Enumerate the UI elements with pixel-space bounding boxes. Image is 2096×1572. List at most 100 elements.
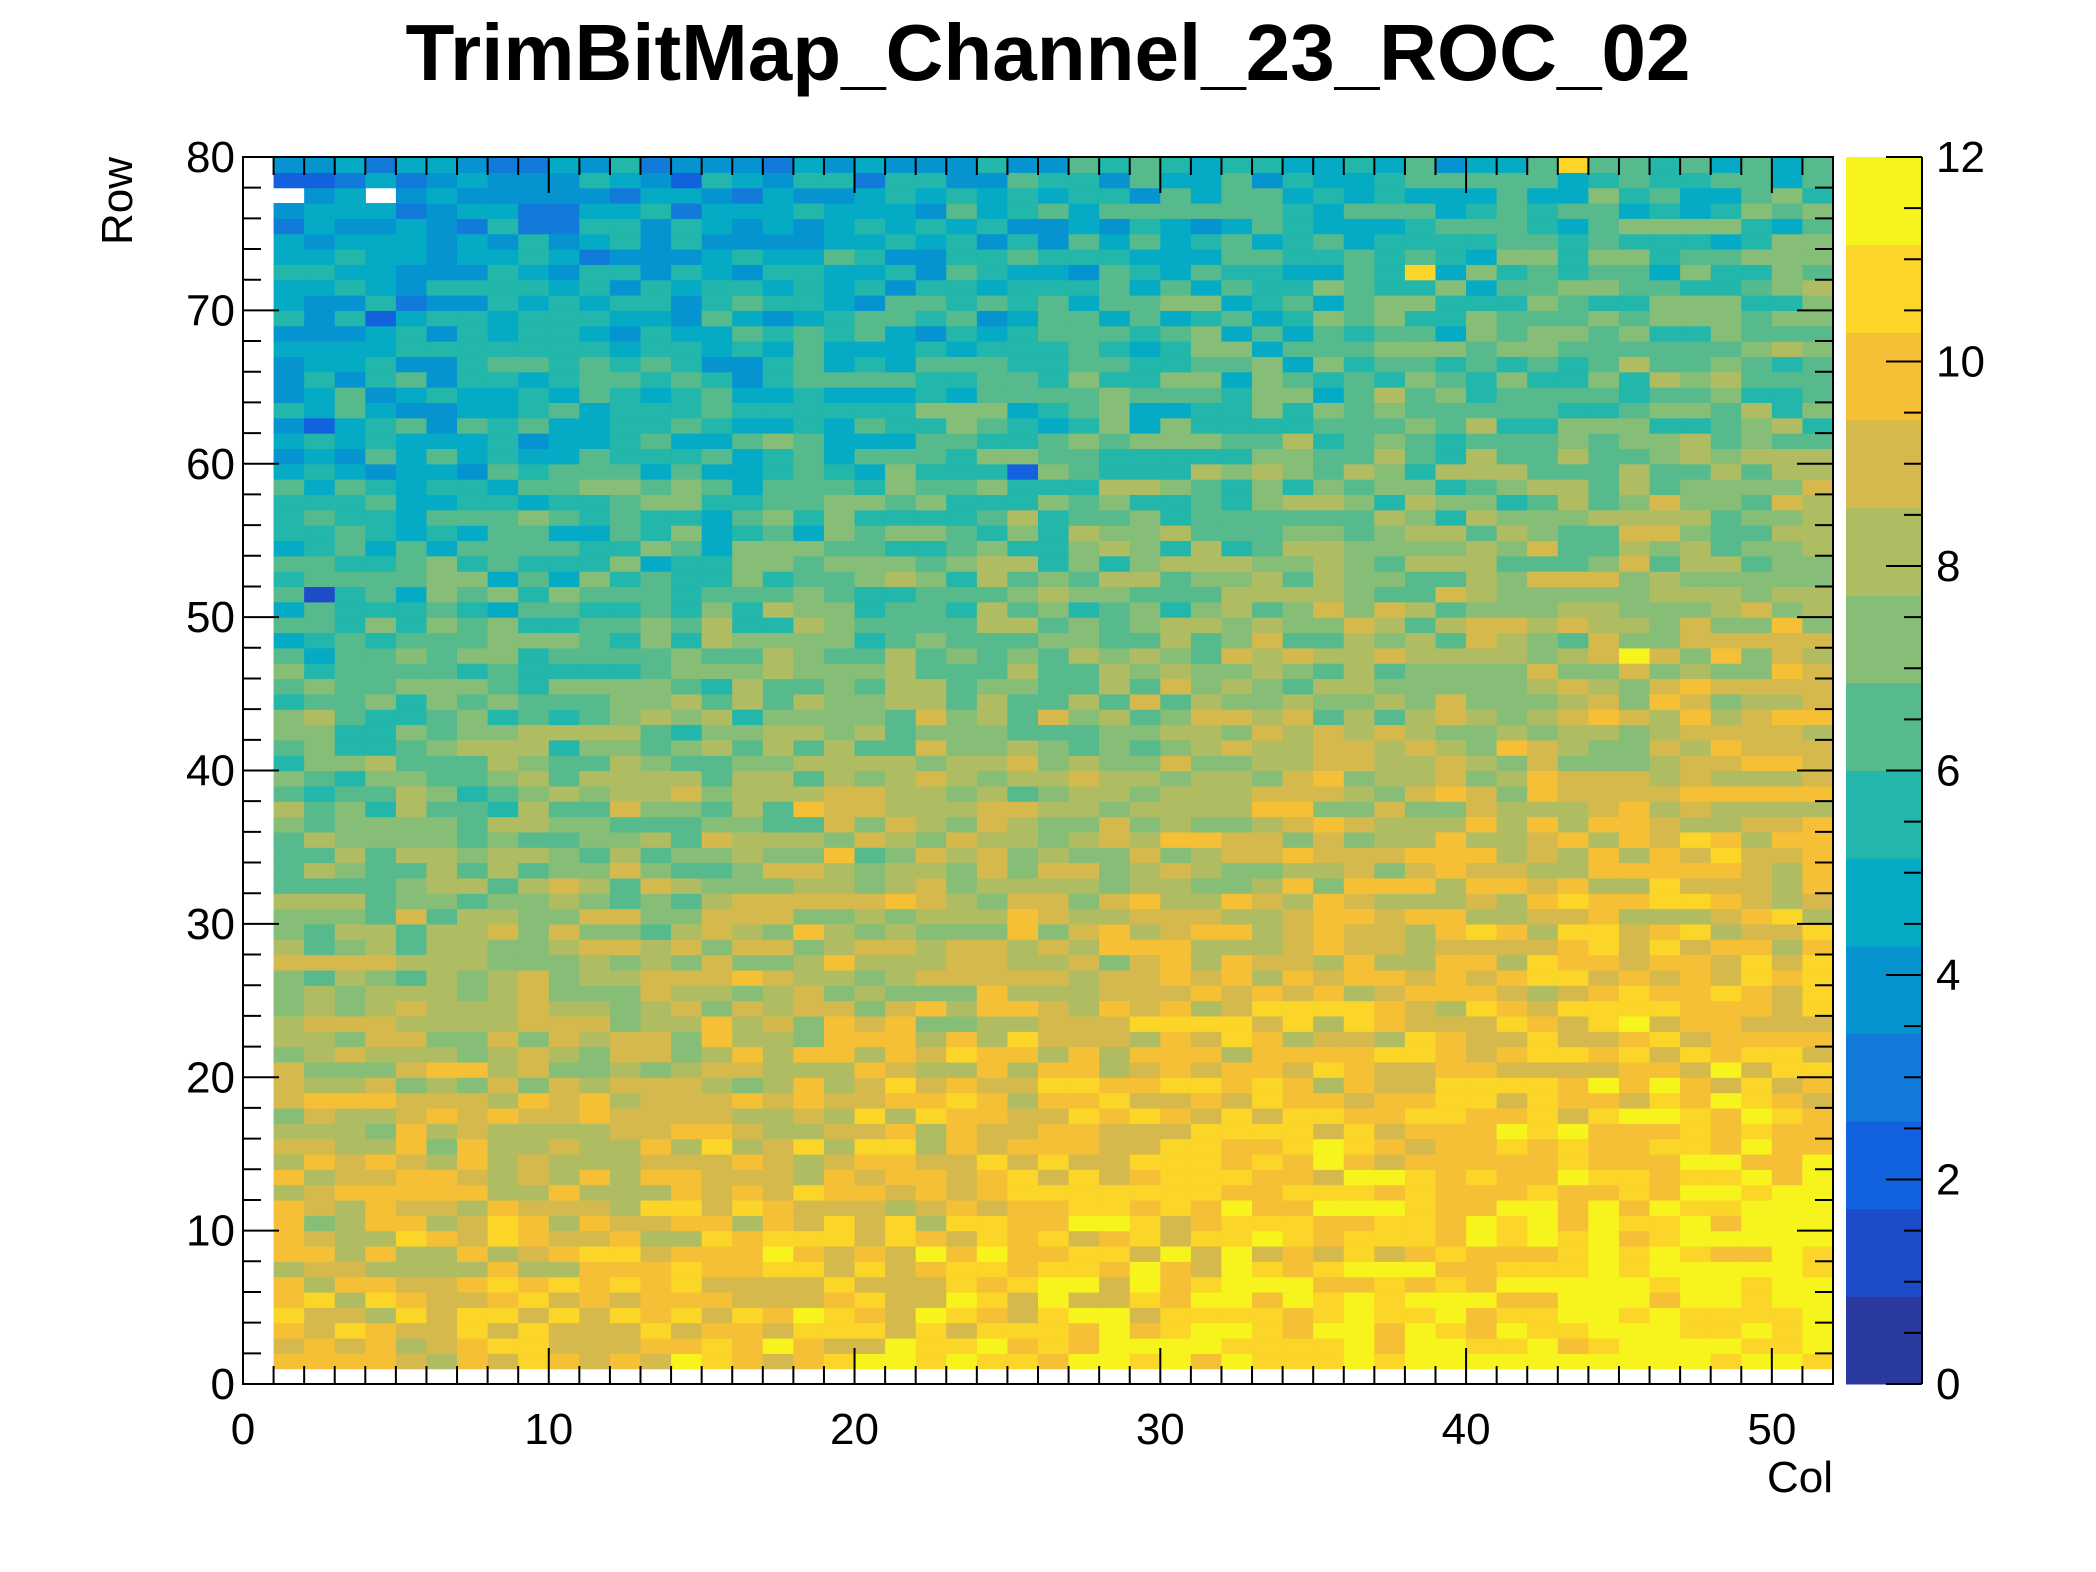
heatmap-cell xyxy=(885,847,917,864)
heatmap-cell xyxy=(1282,1138,1314,1155)
heatmap-cell xyxy=(609,693,642,710)
heatmap-cell xyxy=(1068,218,1100,235)
heatmap-cell xyxy=(365,816,397,833)
heatmap-cell xyxy=(1190,954,1223,971)
heatmap-cell xyxy=(395,1353,428,1370)
heatmap-cell xyxy=(640,617,672,634)
heatmap-cell xyxy=(579,1092,611,1109)
heatmap-cell xyxy=(1007,387,1039,403)
heatmap-cell xyxy=(579,402,611,419)
heatmap-cell xyxy=(1649,448,1681,465)
heatmap-cell xyxy=(1710,402,1742,419)
heatmap-cell xyxy=(732,1245,764,1262)
heatmap-cell xyxy=(457,356,489,373)
heatmap-cell xyxy=(1588,1322,1620,1339)
heatmap-cell xyxy=(1802,755,1834,772)
heatmap-cell xyxy=(1710,1291,1742,1308)
heatmap-cell xyxy=(334,1199,366,1216)
heatmap-cell xyxy=(701,494,733,511)
heatmap-cell xyxy=(915,509,947,526)
heatmap-cell xyxy=(1435,862,1467,879)
heatmap-cell xyxy=(1129,709,1161,726)
heatmap-cell xyxy=(1466,877,1498,894)
heatmap-cell xyxy=(671,939,703,956)
heatmap-cell xyxy=(640,295,672,311)
heatmap-cell xyxy=(1252,923,1284,940)
heatmap-cell xyxy=(1527,1276,1559,1293)
heatmap-cell xyxy=(732,693,764,710)
heatmap-cell xyxy=(426,310,458,327)
heatmap-cell xyxy=(487,847,519,864)
heatmap-cell xyxy=(579,908,611,925)
heatmap-cell xyxy=(701,1153,733,1170)
heatmap-cell xyxy=(1313,1046,1345,1063)
heatmap-cell xyxy=(487,1184,519,1201)
heatmap-cell xyxy=(1038,264,1070,281)
heatmap-cell xyxy=(823,1353,856,1370)
heatmap-cell xyxy=(1221,1046,1253,1063)
heatmap-cell xyxy=(1068,647,1100,664)
heatmap-cell xyxy=(885,939,917,956)
heatmap-cell xyxy=(976,1169,1009,1186)
heatmap-cell xyxy=(976,678,1009,695)
heatmap-cell xyxy=(1649,295,1681,311)
heatmap-cell xyxy=(1129,1015,1161,1032)
heatmap-cell xyxy=(273,1276,305,1293)
heatmap-cell xyxy=(304,494,336,511)
heatmap-cell xyxy=(1252,1153,1284,1170)
heatmap-cell xyxy=(1588,770,1620,787)
heatmap-cell xyxy=(1068,877,1100,894)
heatmap-cell xyxy=(1741,479,1773,496)
heatmap-cell xyxy=(1404,1230,1437,1247)
heatmap-cell xyxy=(1588,1092,1620,1109)
heatmap-cell xyxy=(1466,371,1498,388)
heatmap-cell xyxy=(1741,494,1773,511)
heatmap-cell xyxy=(1435,755,1467,772)
heatmap-cell xyxy=(1618,1245,1651,1262)
heatmap-cell xyxy=(487,1199,519,1216)
heatmap-cell xyxy=(579,509,611,526)
heatmap-cell xyxy=(762,693,794,710)
heatmap-cell xyxy=(1038,417,1070,434)
heatmap-cell xyxy=(1710,1061,1742,1078)
heatmap-cell xyxy=(640,1107,672,1124)
heatmap-cell xyxy=(1496,1092,1528,1109)
heatmap-cell xyxy=(579,387,611,403)
heatmap-cell xyxy=(946,1215,978,1232)
heatmap-cell xyxy=(334,402,366,419)
heatmap-cell xyxy=(1068,402,1100,419)
heatmap-cell xyxy=(701,417,733,434)
heatmap-cell xyxy=(671,739,703,756)
heatmap-cell xyxy=(1007,1169,1039,1186)
heatmap-cell xyxy=(640,709,672,726)
heatmap-cell xyxy=(457,862,489,879)
heatmap-cell xyxy=(1618,433,1651,450)
heatmap-cell xyxy=(732,1215,764,1232)
heatmap-cell xyxy=(1466,571,1498,588)
heatmap-cell xyxy=(1649,571,1681,588)
heatmap-cell xyxy=(946,893,978,910)
heatmap-cell xyxy=(1435,1169,1467,1186)
heatmap-cell xyxy=(1129,1031,1161,1048)
heatmap-cell xyxy=(1557,341,1589,357)
heatmap-cell xyxy=(1404,1184,1437,1201)
heatmap-cell xyxy=(548,325,580,342)
heatmap-cell xyxy=(487,831,519,848)
heatmap-cell xyxy=(273,1015,305,1032)
heatmap-cell xyxy=(1557,617,1589,634)
heatmap-cell xyxy=(1741,1337,1773,1354)
heatmap-cell xyxy=(395,295,428,311)
heatmap-cell xyxy=(1343,985,1375,1002)
heatmap-cell xyxy=(365,801,397,818)
heatmap-cell xyxy=(487,325,519,342)
heatmap-cell xyxy=(1343,233,1375,250)
heatmap-cell xyxy=(1221,1353,1253,1370)
heatmap-cell xyxy=(1527,371,1559,388)
heatmap-cell xyxy=(1038,1169,1070,1186)
heatmap-cell xyxy=(976,310,1009,327)
heatmap-cell xyxy=(1771,264,1804,281)
heatmap-cell xyxy=(1343,264,1375,281)
heatmap-cell xyxy=(1680,203,1712,219)
heatmap-cell xyxy=(518,325,550,342)
heatmap-cell xyxy=(1771,1015,1804,1032)
